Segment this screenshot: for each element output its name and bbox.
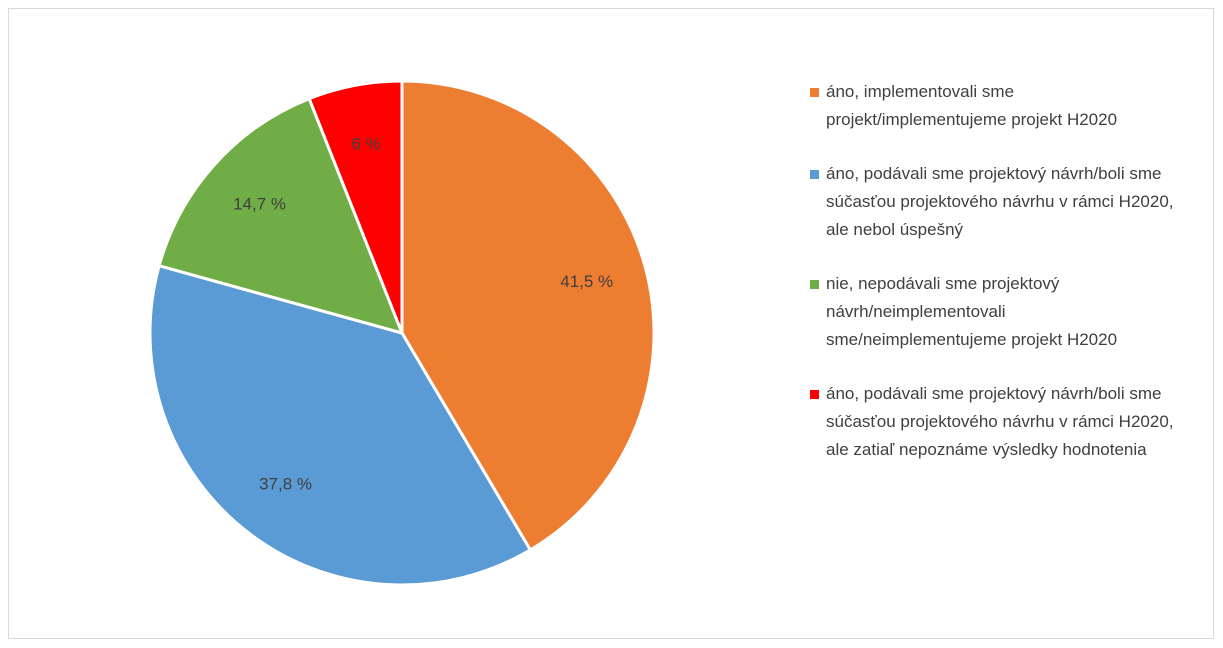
pie-slice bbox=[400, 79, 656, 552]
pie-slice bbox=[148, 263, 533, 587]
legend-label: áno, implementovali sme projekt/implemen… bbox=[826, 82, 1118, 129]
legend-item: nie, nepodávali sme projektový návrh/nei… bbox=[810, 270, 1180, 354]
legend-swatch bbox=[810, 390, 819, 399]
data-label: 6 % bbox=[351, 134, 380, 153]
legend-item: áno, implementovali sme projekt/implemen… bbox=[810, 78, 1180, 134]
data-label: 41,5 % bbox=[560, 272, 613, 291]
data-label: 14,7 % bbox=[233, 194, 286, 213]
legend-label: áno, podávali sme projektový návrh/boli … bbox=[826, 164, 1174, 239]
legend: áno, implementovali sme projekt/implemen… bbox=[810, 78, 1180, 464]
data-label: 37,8 % bbox=[259, 475, 312, 494]
pie-slice bbox=[307, 79, 404, 334]
legend-label: áno, podávali sme projektový návrh/boli … bbox=[826, 384, 1174, 459]
chart-border bbox=[8, 8, 1214, 639]
legend-swatch bbox=[810, 88, 819, 97]
legend-swatch bbox=[810, 280, 819, 289]
pie-slice bbox=[157, 96, 405, 336]
legend-item: áno, podávali sme projektový návrh/boli … bbox=[810, 380, 1180, 464]
legend-label: nie, nepodávali sme projektový návrh/nei… bbox=[826, 274, 1118, 349]
legend-item: áno, podávali sme projektový návrh/boli … bbox=[810, 160, 1180, 244]
legend-swatch bbox=[810, 170, 819, 179]
